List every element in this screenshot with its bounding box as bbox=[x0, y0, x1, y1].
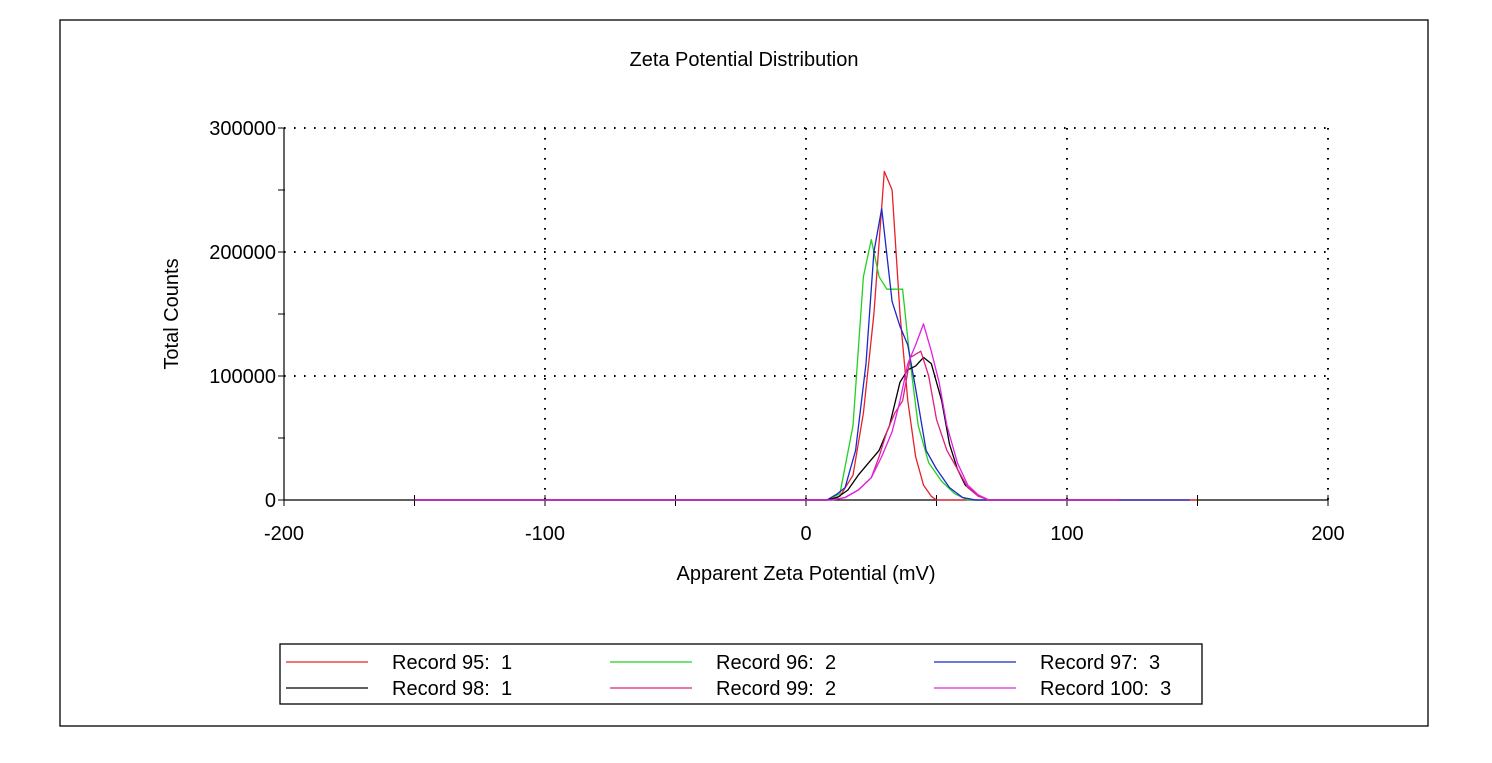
axes bbox=[283, 128, 1328, 501]
legend-label-1: Record 95: 1 bbox=[392, 652, 512, 674]
series-line-3 bbox=[414, 207, 1190, 501]
y-tick-label: 300000 bbox=[209, 118, 276, 140]
legend-label-5: Record 99: 2 bbox=[716, 678, 836, 700]
chart-frame bbox=[59, 19, 1429, 727]
y-tick-label: 100000 bbox=[209, 366, 276, 388]
x-tick-label: 200 bbox=[1311, 523, 1344, 545]
y-tick-label: 200000 bbox=[209, 242, 276, 264]
series-line-1 bbox=[414, 170, 1198, 501]
series-line-2 bbox=[414, 238, 1120, 501]
tick-labels: -200 -100 0 100 200 0 100000 200000 300000 bbox=[209, 118, 1344, 545]
x-tick-label: 0 bbox=[800, 523, 811, 545]
legend-label-3: Record 97: 3 bbox=[1040, 652, 1160, 674]
series-lines bbox=[414, 170, 1198, 501]
x-tick-label: -100 bbox=[525, 523, 565, 545]
y-axis-label: Total Counts bbox=[161, 258, 183, 369]
series-line-4 bbox=[414, 356, 1120, 501]
grid-lines bbox=[284, 127, 1329, 500]
chart-title: Zeta Potential Distribution bbox=[629, 49, 858, 71]
x-tick-label: 100 bbox=[1050, 523, 1083, 545]
series-line-5 bbox=[414, 350, 1120, 501]
legend-label-2: Record 96: 2 bbox=[716, 652, 836, 674]
legend-label-4: Record 98: 1 bbox=[392, 678, 512, 700]
series-line-6 bbox=[414, 323, 1120, 501]
legend: Record 95: 1 Record 96: 2 Record 97: 3 Reco… bbox=[279, 643, 1203, 705]
legend-label-6: Record 100: 3 bbox=[1040, 678, 1171, 700]
y-tick-label: 0 bbox=[265, 490, 276, 512]
x-tick-label: -200 bbox=[264, 523, 304, 545]
x-axis-label: Apparent Zeta Potential (mV) bbox=[676, 563, 935, 585]
tick-marks bbox=[278, 127, 1329, 506]
legend-box bbox=[279, 643, 1203, 705]
